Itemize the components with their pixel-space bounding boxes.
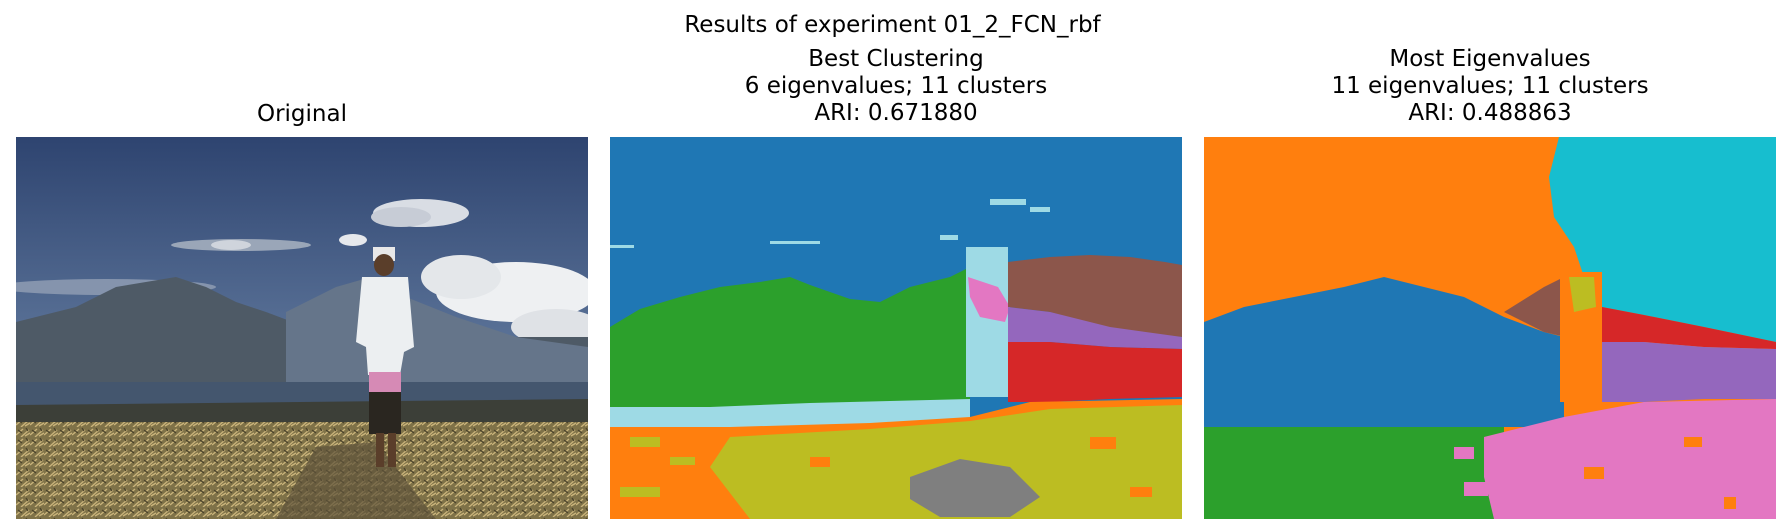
segment-noise-orange	[810, 437, 1152, 497]
segment-pink	[1484, 399, 1776, 519]
original-image-panel	[16, 137, 588, 519]
most-eigenvalues-panel	[1204, 137, 1776, 519]
best-clustering-panel	[610, 137, 1182, 519]
segment-person	[966, 247, 1008, 397]
best-clustering-segmentation	[610, 137, 1182, 519]
panel-title-line: 6 eigenvalues; 11 clusters	[744, 73, 1048, 99]
panel-title-best-clustering: Best Clustering 6 eigenvalues; 11 cluste…	[610, 46, 1182, 127]
segment-pink-arm	[968, 277, 1010, 322]
panel-title-line: Most Eigenvalues	[1389, 46, 1591, 72]
segment-red	[1008, 342, 1182, 402]
segment-noise	[620, 437, 695, 497]
clouds	[16, 199, 588, 345]
panel-title-most-eigenvalues: Most Eigenvalues 11 eigenvalues; 11 clus…	[1204, 46, 1776, 127]
original-photo	[16, 137, 588, 519]
shoreline	[16, 399, 588, 429]
panel-title-line: Best Clustering	[808, 46, 984, 72]
segment-red	[1602, 307, 1776, 349]
segment-olive	[710, 405, 1182, 519]
segment-olive-head	[1569, 277, 1596, 312]
segment-noise-pink	[1454, 447, 1488, 496]
figure-suptitle: Results of experiment 01_2_FCN_rbf	[684, 12, 1101, 38]
segment-cyan	[1549, 137, 1776, 342]
panel-title-line: ARI: 0.671880	[814, 100, 978, 126]
panel-title-line: Original	[256, 101, 347, 127]
person	[356, 247, 414, 467]
segment-brown	[1008, 255, 1182, 337]
segment-brown	[1504, 277, 1566, 337]
segment-purple	[1602, 342, 1776, 402]
panel-title-line: ARI: 0.488863	[1408, 100, 1572, 126]
segment-sky-specks	[610, 199, 1050, 248]
panel-title-original: Original	[16, 101, 588, 128]
path-dirt	[276, 442, 436, 519]
segment-blue	[1204, 277, 1564, 427]
segment-noise-orange	[1584, 437, 1736, 509]
segment-gray	[910, 459, 1040, 517]
segment-green	[610, 267, 970, 419]
segment-purple	[1008, 307, 1182, 349]
panel-title-line: 11 eigenvalues; 11 clusters	[1331, 73, 1649, 99]
segment-green	[1204, 427, 1504, 519]
most-eigenvalues-segmentation	[1204, 137, 1776, 519]
